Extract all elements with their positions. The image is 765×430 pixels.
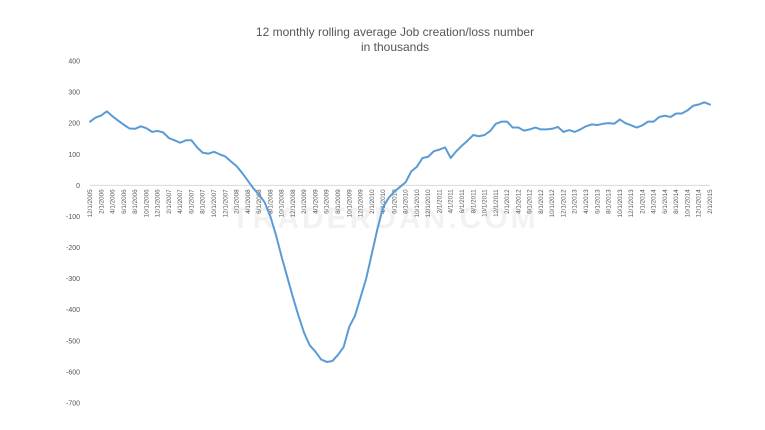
x-tick-label: 8/1/2012: [538, 189, 545, 214]
x-tick-label: 2/1/2012: [504, 189, 511, 214]
y-tick-label: 400: [68, 59, 80, 66]
x-tick-label: 6/1/2009: [324, 189, 331, 214]
y-tick-label: 300: [68, 90, 80, 97]
x-tick-label: 10/1/2012: [549, 189, 556, 218]
x-tick-label: 12/1/2010: [425, 189, 432, 218]
y-tick-label: -300: [66, 276, 80, 283]
x-tick-label: 8/1/2010: [403, 189, 410, 214]
x-tick-label: 6/1/2006: [121, 189, 128, 214]
y-tick-label: -700: [66, 401, 80, 408]
chart-title-line-1: 12 monthly rolling average Job creation/…: [256, 25, 534, 39]
x-tick-label: 10/1/2010: [414, 189, 421, 218]
x-tick-label: 12/1/2007: [222, 189, 229, 218]
y-tick-label: 0: [76, 183, 80, 190]
x-tick-label: 10/1/2009: [346, 189, 353, 218]
y-tick-label: -500: [66, 338, 80, 345]
y-tick-label: 200: [68, 121, 80, 128]
x-tick-label: 6/1/2012: [527, 189, 534, 214]
x-tick-label: 4/1/2008: [245, 189, 252, 214]
x-tick-label: 10/1/2007: [211, 189, 218, 218]
x-tick-label: 10/1/2011: [482, 189, 489, 217]
x-tick-label: 12/1/2013: [628, 189, 635, 218]
x-tick-label: 2/1/2009: [301, 189, 308, 214]
x-tick-label: 10/1/2014: [684, 189, 691, 218]
x-tick-label: 4/1/2009: [312, 189, 319, 214]
x-tick-label: 12/1/2008: [290, 189, 297, 218]
x-tick-label: 4/1/2014: [651, 189, 658, 214]
x-tick-label: 12/1/2005: [87, 189, 94, 218]
y-tick-label: 100: [68, 152, 80, 159]
x-tick-label: 2/1/2015: [707, 189, 714, 214]
x-tick-label: 2/1/2007: [166, 189, 173, 214]
x-tick-label: 8/1/2014: [673, 189, 680, 214]
chart-title-line-2: in thousands: [361, 40, 429, 54]
y-tick-label: -400: [66, 307, 80, 314]
x-tick-label: 4/1/2012: [515, 189, 522, 214]
x-tick-label: 4/1/2010: [380, 189, 387, 214]
x-tick-label: 8/1/2008: [267, 189, 274, 214]
x-tick-label: 10/1/2013: [617, 189, 624, 218]
x-tick-label: 8/1/2007: [200, 189, 207, 214]
x-tick-label: 6/1/2014: [662, 189, 669, 214]
x-tick-label: 10/1/2006: [143, 189, 150, 218]
x-tick-label: 8/1/2006: [132, 189, 139, 214]
series-group: [89, 101, 711, 363]
x-tick-label: 4/1/2007: [177, 189, 184, 214]
x-tick-label: 4/1/2013: [583, 189, 590, 214]
x-tick-label: 4/1/2011: [448, 189, 455, 214]
x-tick-label: 6/1/2008: [256, 189, 263, 214]
x-tick-label: 2/1/2011: [436, 189, 443, 214]
x-tick-label: 12/1/2012: [560, 189, 567, 218]
x-tick-label: 6/1/2010: [391, 189, 398, 214]
x-tick-label: 2/1/2013: [572, 189, 579, 214]
series-line: [89, 101, 711, 363]
y-tick-label: -600: [66, 369, 80, 376]
x-tick-label: 10/1/2008: [279, 189, 286, 218]
x-tick-label: 6/1/2007: [188, 189, 195, 214]
x-tick-label: 12/1/2009: [358, 189, 365, 218]
x-tick-label: 8/1/2011: [470, 189, 477, 214]
x-tick-label: 2/1/2006: [98, 189, 105, 214]
y-tick-label: -200: [66, 245, 80, 252]
x-tick-label: 4/1/2006: [110, 189, 117, 214]
x-tick-label: 12/1/2011: [493, 189, 500, 217]
x-tick-label: 2/1/2008: [234, 189, 241, 214]
x-tick-label: 6/1/2013: [594, 189, 601, 214]
y-tick-label: -100: [66, 214, 80, 221]
x-tick-label: 8/1/2013: [606, 189, 613, 214]
y-axis: 400 300 200 100 0 -100 -200 -300 -400 -500 -600 -70…: [66, 59, 80, 408]
x-tick-label: 2/1/2010: [369, 189, 376, 214]
x-axis: 12/1/2005 2/1/2006 4/1/2006 6/1/2006 8/1/200…: [87, 189, 714, 218]
x-tick-label: 12/1/2014: [696, 189, 703, 218]
x-tick-label: 6/1/2011: [459, 189, 466, 214]
x-tick-label: 12/1/2006: [155, 189, 162, 218]
x-tick-label: 2/1/2014: [639, 189, 646, 214]
x-tick-label: 8/1/2009: [335, 189, 342, 214]
